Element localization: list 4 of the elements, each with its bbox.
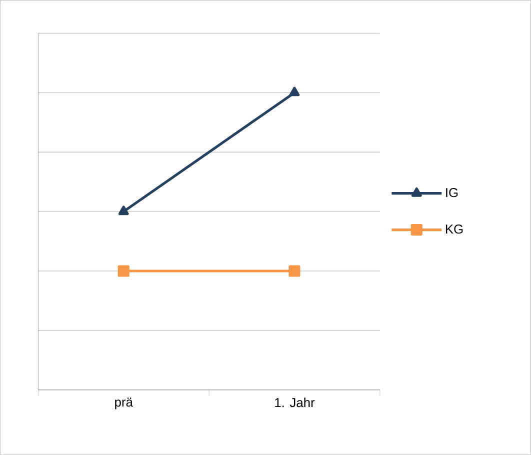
- legend-label: KG: [446, 224, 463, 234]
- x-tick-label: prä: [115, 398, 133, 410]
- legend-label: IG: [446, 188, 458, 198]
- x-tick-label: 1. Jahr: [275, 398, 315, 408]
